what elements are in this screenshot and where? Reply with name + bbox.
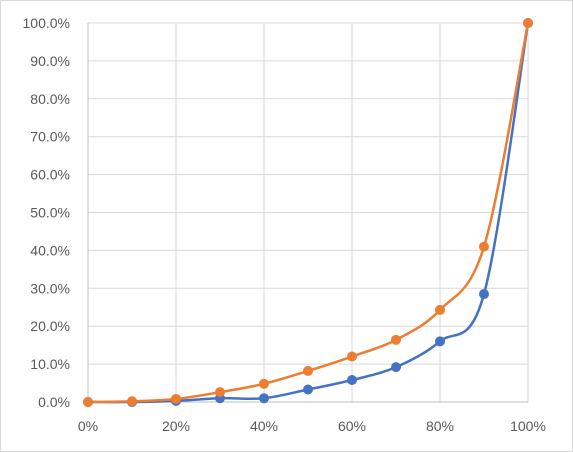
y-axis-tick-labels: 0.0% 10.0% 20.0% 30.0% 40.0% 50.0% 60.0% 70.0% 8… <box>23 15 70 410</box>
series-2-point <box>479 241 489 252</box>
x-axis-tick-labels: 0% 20% 40% 60% 80% 100% <box>78 418 546 434</box>
series-1-point <box>391 362 401 373</box>
series-2-point <box>347 351 357 362</box>
series-2-point <box>215 387 225 398</box>
series-group <box>83 18 533 407</box>
gridlines <box>88 22 529 402</box>
series-2-point <box>391 334 401 345</box>
series-1-point <box>259 393 269 404</box>
y-tick-label: 100.0% <box>23 15 70 31</box>
series-2-point <box>83 397 93 407</box>
y-tick-label: 80.0% <box>30 91 70 107</box>
series-1-point <box>435 336 445 347</box>
x-tick-label: 0% <box>78 418 98 434</box>
y-tick-label: 40.0% <box>30 242 70 258</box>
y-tick-label: 20.0% <box>30 318 70 334</box>
series-2-point <box>127 396 137 407</box>
y-tick-label: 10.0% <box>30 356 70 372</box>
series-2-point <box>171 393 181 404</box>
series-1-point <box>303 384 313 395</box>
y-tick-label: 0.0% <box>38 394 70 410</box>
y-tick-label: 60.0% <box>30 167 70 183</box>
series-1-point <box>479 288 489 299</box>
x-tick-label: 40% <box>250 418 278 434</box>
series-2-point <box>303 365 313 376</box>
y-tick-label: 30.0% <box>30 280 70 296</box>
y-tick-label: 90.0% <box>30 53 70 69</box>
series-2 <box>83 18 533 407</box>
series-1-point <box>347 375 357 386</box>
series-2-point <box>523 18 533 28</box>
x-tick-label: 80% <box>426 418 454 434</box>
y-tick-label: 50.0% <box>30 205 70 221</box>
series-2-point <box>435 304 445 315</box>
x-tick-label: 60% <box>338 418 366 434</box>
x-tick-label: 20% <box>162 418 190 434</box>
x-tick-label: 100% <box>510 418 546 434</box>
y-tick-label: 70.0% <box>30 129 70 145</box>
series-2-point <box>259 378 269 389</box>
